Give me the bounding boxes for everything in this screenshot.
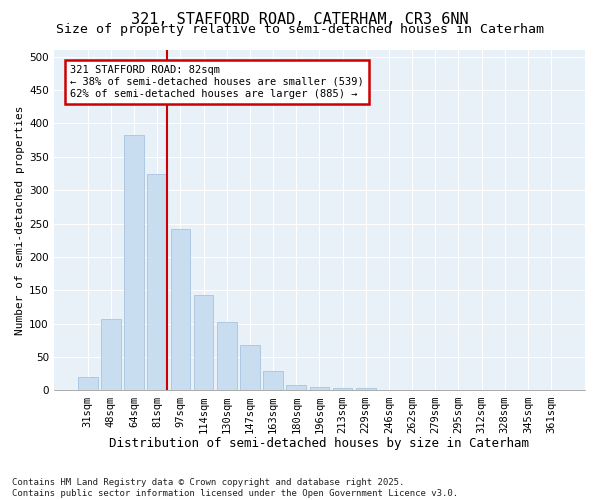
Text: Size of property relative to semi-detached houses in Caterham: Size of property relative to semi-detach… xyxy=(56,22,544,36)
Text: 321, STAFFORD ROAD, CATERHAM, CR3 6NN: 321, STAFFORD ROAD, CATERHAM, CR3 6NN xyxy=(131,12,469,28)
Bar xyxy=(78,377,98,390)
Bar xyxy=(263,371,283,390)
Bar xyxy=(240,345,260,391)
Bar xyxy=(310,387,329,390)
Bar xyxy=(148,174,167,390)
X-axis label: Distribution of semi-detached houses by size in Caterham: Distribution of semi-detached houses by … xyxy=(109,437,529,450)
Bar xyxy=(194,295,214,390)
Bar xyxy=(286,385,306,390)
Bar xyxy=(170,229,190,390)
Bar xyxy=(356,388,376,390)
Text: Contains HM Land Registry data © Crown copyright and database right 2025.
Contai: Contains HM Land Registry data © Crown c… xyxy=(12,478,458,498)
Bar xyxy=(101,319,121,390)
Y-axis label: Number of semi-detached properties: Number of semi-detached properties xyxy=(15,106,25,335)
Bar xyxy=(124,135,144,390)
Text: 321 STAFFORD ROAD: 82sqm
← 38% of semi-detached houses are smaller (539)
62% of : 321 STAFFORD ROAD: 82sqm ← 38% of semi-d… xyxy=(70,66,364,98)
Bar xyxy=(217,322,236,390)
Bar xyxy=(333,388,352,390)
